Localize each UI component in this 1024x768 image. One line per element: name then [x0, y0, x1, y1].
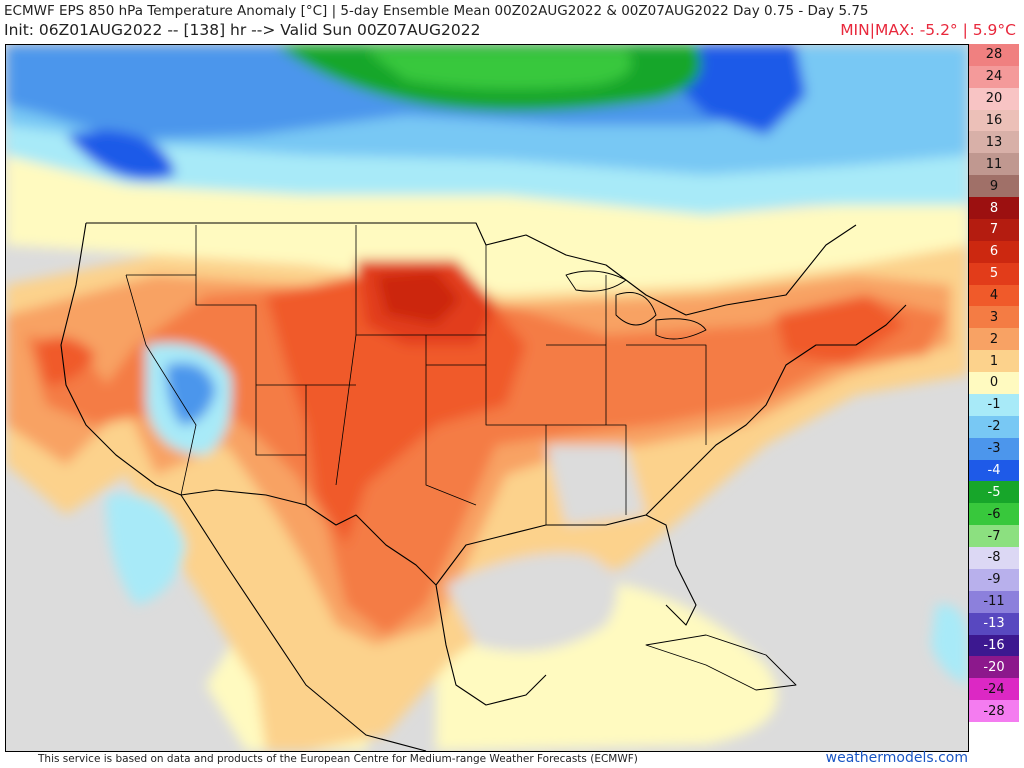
- state-lines: [125, 225, 707, 525]
- gulf-coast: [435, 514, 697, 626]
- cuba-outline: [645, 634, 797, 691]
- us-mexico-border: [180, 489, 437, 586]
- legend-swatch: 1: [969, 350, 1019, 373]
- legend-swatch: -20: [969, 656, 1019, 679]
- legend-swatch: -8: [969, 547, 1019, 569]
- legend-swatch: 0: [969, 372, 1019, 394]
- legend-swatch: -9: [969, 568, 1019, 591]
- legend-swatch: -28: [969, 700, 1019, 722]
- light-cyan-caribbean-spot: [931, 604, 968, 685]
- ecmwf-credit: This service is based on data and produc…: [38, 753, 638, 765]
- min-max-readout: MIN|MAX: -5.2° | 5.9°C: [840, 21, 1016, 39]
- country-state-borders: [60, 222, 907, 751]
- legend-swatch: -5: [969, 481, 1019, 504]
- orange-4-region: [36, 265, 906, 545]
- legend-swatch: 28: [969, 44, 1019, 66]
- legend-swatch: -13: [969, 612, 1019, 635]
- legend-swatch: 20: [969, 87, 1019, 110]
- light-cyan-pacific-spot: [106, 493, 186, 605]
- legend-swatch: -1: [969, 393, 1019, 416]
- legend-swatch: -3: [969, 437, 1019, 460]
- legend-swatch: 2: [969, 328, 1019, 351]
- color-scale-legend: 28 24 20 16 13 11 9 8 7 6 5 4 3 2 1 0 -1 -2 -3 -4 -5 -6 -7 -8 -9…: [969, 44, 1019, 722]
- legend-swatch: 7: [969, 218, 1019, 241]
- legend-swatch: -4: [969, 459, 1019, 482]
- neutral-gulf-region: [446, 445, 646, 652]
- legend-swatch: 16: [969, 109, 1019, 132]
- light-green-cold-anomaly: [366, 50, 632, 89]
- mexico-outline: [180, 494, 547, 751]
- weathermodels-brand-link[interactable]: weathermodels.com: [825, 750, 968, 766]
- legend-swatch: 5: [969, 262, 1019, 285]
- pale-yellow-band-north: [6, 155, 968, 295]
- init-valid-time: Init: 06Z01AUG2022 -- [138] hr --> Valid…: [4, 21, 481, 39]
- dark-red-6-region: [376, 270, 461, 325]
- legend-swatch: 4: [969, 284, 1019, 307]
- legend-swatch: 8: [969, 197, 1019, 219]
- legend-swatch: 24: [969, 65, 1019, 88]
- legend-swatch: 11: [969, 153, 1019, 176]
- temperature-anomaly-map: [5, 44, 969, 752]
- map-canvas: [6, 45, 968, 751]
- map-title: ECMWF EPS 850 hPa Temperature Anomaly [°…: [4, 3, 869, 19]
- legend-swatch: 6: [969, 240, 1019, 263]
- deep-blue-region-north: [66, 45, 806, 180]
- blue-cool-spot-west: [166, 362, 216, 425]
- legend-swatch: -6: [969, 503, 1019, 526]
- legend-swatch: -2: [969, 415, 1019, 438]
- east-coast: [645, 304, 907, 516]
- us-west-coast: [60, 222, 182, 496]
- legend-swatch: -7: [969, 525, 1019, 548]
- legend-swatch: 3: [969, 306, 1019, 329]
- legend-swatch: -16: [969, 634, 1019, 657]
- legend-swatch: -24: [969, 678, 1019, 701]
- great-lakes: [565, 270, 707, 340]
- legend-swatch: 9: [969, 175, 1019, 198]
- legend-swatch: -11: [969, 590, 1019, 613]
- legend-swatch: 13: [969, 131, 1019, 154]
